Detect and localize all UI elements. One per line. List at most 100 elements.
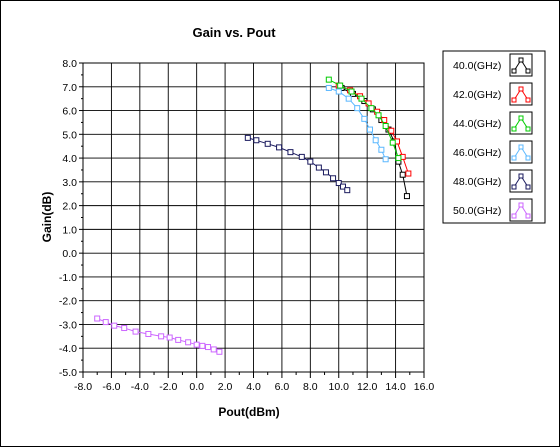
data-point-marker	[337, 82, 344, 89]
legend-swatch-marker	[511, 97, 517, 103]
data-point-marker	[264, 140, 271, 147]
data-point-marker	[145, 330, 152, 337]
data-point-marker	[403, 193, 410, 200]
x-tick-label: -6.0	[102, 381, 120, 393]
data-point-marker	[388, 127, 395, 134]
legend-swatch-marker	[525, 68, 531, 74]
data-point-marker	[405, 170, 412, 177]
y-tick-label: -2.0	[59, 296, 77, 308]
data-point-marker	[399, 171, 406, 178]
data-point-marker	[378, 146, 385, 153]
legend-swatch-marker	[525, 97, 531, 103]
legend-entry-label: 40.0(GHz)	[453, 60, 501, 72]
legend-entry-label: 48.0(GHz)	[453, 176, 501, 188]
data-point-marker	[166, 334, 173, 341]
x-tick-label: 14.0	[385, 381, 406, 393]
legend-entry-label: 50.0(GHz)	[453, 205, 501, 217]
x-tick-label: -2.0	[159, 381, 177, 393]
y-tick-label: 5.0	[62, 129, 77, 141]
legend-swatch-marker	[518, 202, 524, 208]
y-tick-label: 2.0	[62, 201, 77, 213]
data-point-marker	[315, 164, 322, 171]
legend-swatch-marker	[511, 155, 517, 161]
legend-swatch-marker	[525, 184, 531, 190]
legend-swatch-marker	[518, 57, 524, 63]
data-point-marker	[367, 126, 374, 133]
data-point-marker	[335, 180, 342, 187]
data-point-marker	[345, 95, 352, 102]
legend-swatch-marker	[525, 126, 531, 132]
legend-swatch-marker	[525, 213, 531, 219]
data-point-marker	[253, 137, 260, 144]
y-tick-label: 6.0	[62, 106, 77, 118]
data-point-marker	[298, 153, 305, 160]
x-tick-label: 8.0	[303, 381, 318, 393]
data-point-marker	[382, 156, 389, 163]
x-tick-label: 16.0	[414, 381, 435, 393]
data-point-marker	[132, 328, 139, 335]
legend-entry-label: 46.0(GHz)	[453, 147, 501, 159]
y-tick-label: 4.0	[62, 153, 77, 165]
legend: 40.0(GHz) 42.0(GHz) 44.0(GHz) 46.0(GHz) 48.0…	[442, 50, 546, 224]
data-point-marker	[395, 155, 402, 162]
y-tick-label: 8.0	[62, 58, 77, 70]
data-point-marker	[307, 158, 314, 165]
x-tick-label: 10.0	[329, 381, 350, 393]
legend-swatch-marker	[511, 126, 517, 132]
data-point-marker	[276, 144, 283, 151]
data-point-marker	[121, 325, 128, 332]
data-point-marker	[199, 342, 206, 349]
legend-swatch-marker	[511, 184, 517, 190]
x-tick-label: 0.0	[189, 381, 204, 393]
data-point-marker	[375, 112, 382, 119]
data-point-marker	[193, 341, 200, 348]
data-point-marker	[340, 183, 347, 190]
data-point-marker	[372, 137, 379, 144]
legend-entry-label: 42.0(GHz)	[453, 89, 501, 101]
legend-swatch-marker	[518, 115, 524, 121]
x-axis-label: Pout(dBm)	[218, 405, 279, 419]
data-point-marker	[244, 134, 251, 141]
y-tick-label: 1.0	[62, 224, 77, 236]
data-point-marker	[344, 187, 351, 194]
data-point-marker	[348, 88, 355, 95]
data-point-marker	[111, 322, 118, 329]
data-point-marker	[325, 76, 332, 83]
y-tick-label: -3.0	[59, 319, 77, 331]
x-tick-label: -4.0	[131, 381, 149, 393]
data-point-marker	[358, 95, 365, 102]
data-point-marker	[389, 139, 396, 146]
y-tick-label: -4.0	[59, 343, 77, 355]
data-point-marker	[216, 348, 223, 355]
data-point-marker	[185, 339, 192, 346]
legend-swatch-marker	[511, 68, 517, 74]
y-axis-label: Gain(dB)	[40, 192, 54, 243]
data-point-marker	[287, 149, 294, 156]
x-tick-label: 12.0	[357, 381, 378, 393]
legend-swatch-marker	[511, 213, 517, 219]
data-point-marker	[102, 319, 109, 326]
chart-title: Gain vs. Pout	[192, 25, 276, 40]
x-tick-label: 4.0	[246, 381, 261, 393]
legend-swatch-marker	[518, 144, 524, 150]
data-point-marker	[210, 346, 217, 353]
data-point-marker	[330, 175, 337, 182]
data-point-marker	[175, 336, 182, 343]
data-point-marker	[382, 122, 389, 129]
data-point-marker	[94, 315, 101, 322]
data-point-marker	[158, 333, 165, 340]
data-point-marker	[325, 84, 332, 91]
x-tick-label: 6.0	[275, 381, 290, 393]
y-tick-label: 3.0	[62, 177, 77, 189]
legend-box	[442, 50, 546, 224]
plot-area: -8.0 -6.0 -4.0 -2.0 0.0 2.0 4.0 6.0 8.0 10.0 12.0 1…	[59, 58, 434, 393]
data-point-marker	[354, 105, 361, 112]
y-tick-label: 7.0	[62, 82, 77, 94]
y-tick-label: 0.0	[62, 248, 77, 260]
legend-swatch-marker	[525, 155, 531, 161]
legend-entry-label: 44.0(GHz)	[453, 118, 501, 130]
data-point-marker	[335, 88, 342, 95]
y-tick-label: -1.0	[59, 272, 77, 284]
